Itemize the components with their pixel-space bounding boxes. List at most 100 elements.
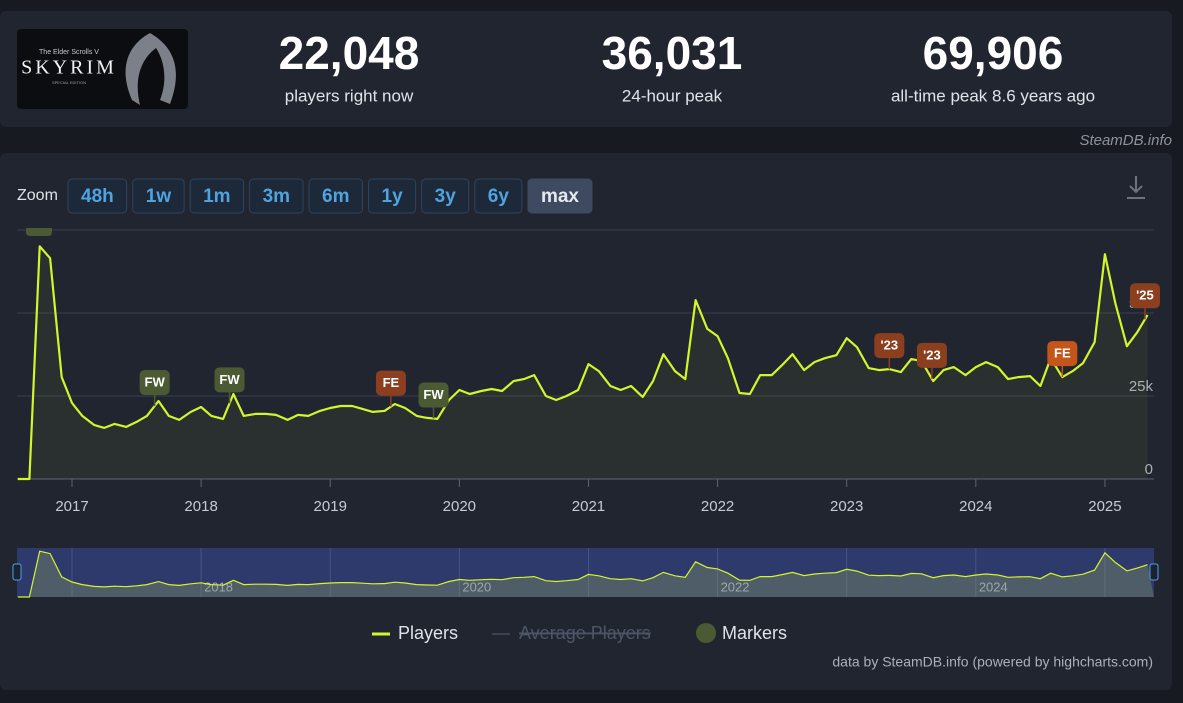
event-marker[interactable]: '23	[916, 342, 947, 379]
navigator-tick-label: 2022	[721, 579, 750, 594]
zoom-button-bg	[421, 178, 470, 214]
zoom-button-bg	[132, 178, 185, 214]
x-tick-label: 2023	[830, 498, 863, 515]
logo-title: SKYRIM	[21, 57, 117, 79]
zoom-button-bg	[368, 178, 417, 214]
x-tick-label: 2017	[55, 498, 88, 515]
stat-label: 24-hour peak	[622, 86, 723, 105]
zoom-button[interactable]: 1y	[368, 178, 417, 214]
stats-panel	[0, 11, 1172, 127]
zoom-button-bg	[308, 178, 364, 214]
zoom-button[interactable]: 1m	[189, 178, 245, 214]
legend-item[interactable]: Average Players	[492, 623, 651, 643]
navigator-tick-label: 2018	[204, 579, 233, 594]
marker-label: '23	[881, 338, 899, 353]
zoom-button-label: 6m	[322, 186, 349, 207]
event-marker[interactable]: FE	[1047, 341, 1078, 378]
event-marker[interactable]: FW	[139, 369, 170, 406]
marker-flag	[1047, 341, 1078, 367]
marker-flag	[214, 367, 245, 393]
legend-item[interactable]: Players	[372, 623, 458, 643]
zoom-button-label: 1m	[203, 186, 230, 207]
zoom-button-label: max	[541, 186, 579, 207]
navigator-handle[interactable]	[1149, 563, 1159, 581]
zoom-button[interactable]: max	[527, 178, 593, 214]
zoom-button-label: 6y	[488, 186, 510, 207]
marker-label: FE	[383, 375, 400, 390]
zoom-button-label: 1w	[146, 186, 172, 207]
marker-flag	[874, 333, 905, 359]
navigator-tick-label: 2020	[462, 579, 491, 594]
legend-label: Players	[398, 623, 458, 643]
navigator-area	[17, 551, 1154, 597]
download-button[interactable]	[1127, 176, 1145, 199]
stat-value: 36,031	[602, 27, 743, 79]
event-marker[interactable]: '25	[1129, 283, 1160, 320]
marker-label: FW	[423, 387, 444, 402]
x-tick-label: 2022	[701, 498, 734, 515]
zoom-button[interactable]: 6y	[474, 178, 523, 214]
marker-flag	[1129, 283, 1160, 309]
stat-value: 22,048	[279, 27, 420, 79]
marker-label: FW	[219, 372, 240, 387]
legend-item[interactable]: Markers	[696, 623, 787, 643]
logo-series: The Elder Scrolls V	[39, 49, 99, 56]
game-logo[interactable]: The Elder Scrolls V SKYRIM SPECIAL EDITI…	[17, 29, 188, 109]
stat-label: all-time peak 8.6 years ago	[891, 86, 1095, 105]
event-marker[interactable]: FW	[418, 382, 449, 419]
zoom-button-label: 48h	[81, 186, 114, 207]
legend-label: Average Players	[519, 623, 651, 643]
x-tick-label: 2020	[443, 498, 476, 515]
y-tick-label: 25k	[1129, 378, 1154, 395]
zoom-button[interactable]: 6m	[308, 178, 364, 214]
navigator-bg	[17, 548, 1154, 597]
zoom-button[interactable]: 1w	[132, 178, 185, 214]
event-marker[interactable]: FW	[214, 367, 245, 404]
navigator-tick-label: 2024	[979, 579, 1008, 594]
players-line	[17, 245, 1149, 481]
plot-area: 025k50k201720182019202020212022202320242…	[17, 245, 1160, 515]
download-icon	[1129, 185, 1143, 194]
zoom-button-bg	[527, 178, 593, 214]
marker-label: FW	[145, 374, 166, 389]
logo-edition: SPECIAL EDITION	[52, 80, 86, 85]
marker-flag	[139, 369, 170, 395]
y-tick-label: 0	[1145, 461, 1153, 478]
x-tick-label: 2025	[1088, 498, 1121, 515]
event-marker[interactable]: FE	[375, 370, 406, 407]
credits[interactable]: data by SteamDB.info (powered by highcha…	[832, 654, 1153, 670]
marker-label: '23	[923, 347, 941, 362]
zoom-button-bg	[474, 178, 523, 214]
zoom-button-bg	[249, 178, 304, 214]
zoom-button[interactable]: 48h	[67, 178, 128, 214]
event-marker[interactable]: '23	[874, 333, 905, 370]
legend-symbol	[696, 623, 716, 643]
zoom-button-bg	[189, 178, 245, 214]
zoom-label: Zoom	[17, 187, 58, 204]
stat-value: 69,906	[923, 27, 1064, 79]
marker-flag-cut	[26, 228, 52, 236]
x-tick-label: 2019	[314, 498, 347, 515]
zoom-button[interactable]: 3m	[249, 178, 304, 214]
x-tick-label: 2018	[184, 498, 217, 515]
marker-label: FE	[1054, 346, 1071, 361]
zoom-button-label: 3m	[263, 186, 290, 207]
stat-label: players right now	[285, 86, 414, 105]
logo-emblem	[125, 33, 176, 105]
navigator-handle[interactable]	[12, 563, 22, 581]
source-link[interactable]: SteamDB.info	[1079, 132, 1172, 149]
marker-label: '25	[1136, 288, 1154, 303]
navigator-line	[17, 550, 1148, 598]
legend: Players Average Players Markers	[372, 623, 787, 643]
marker-flag	[375, 370, 406, 396]
marker-flag	[418, 382, 449, 408]
marker-flag	[916, 342, 947, 368]
x-tick-label: 2021	[572, 498, 605, 515]
zoom-button-label: 3y	[435, 186, 457, 207]
zoom-button-label: 1y	[382, 186, 404, 207]
navigator[interactable]: 2018 2020 2022 2024	[12, 548, 1159, 598]
zoom-buttons: 48h 1w 1m 3m 6m 1y 3y 6y max	[67, 178, 593, 214]
legend-label: Markers	[722, 623, 787, 643]
zoom-button[interactable]: 3y	[421, 178, 470, 214]
